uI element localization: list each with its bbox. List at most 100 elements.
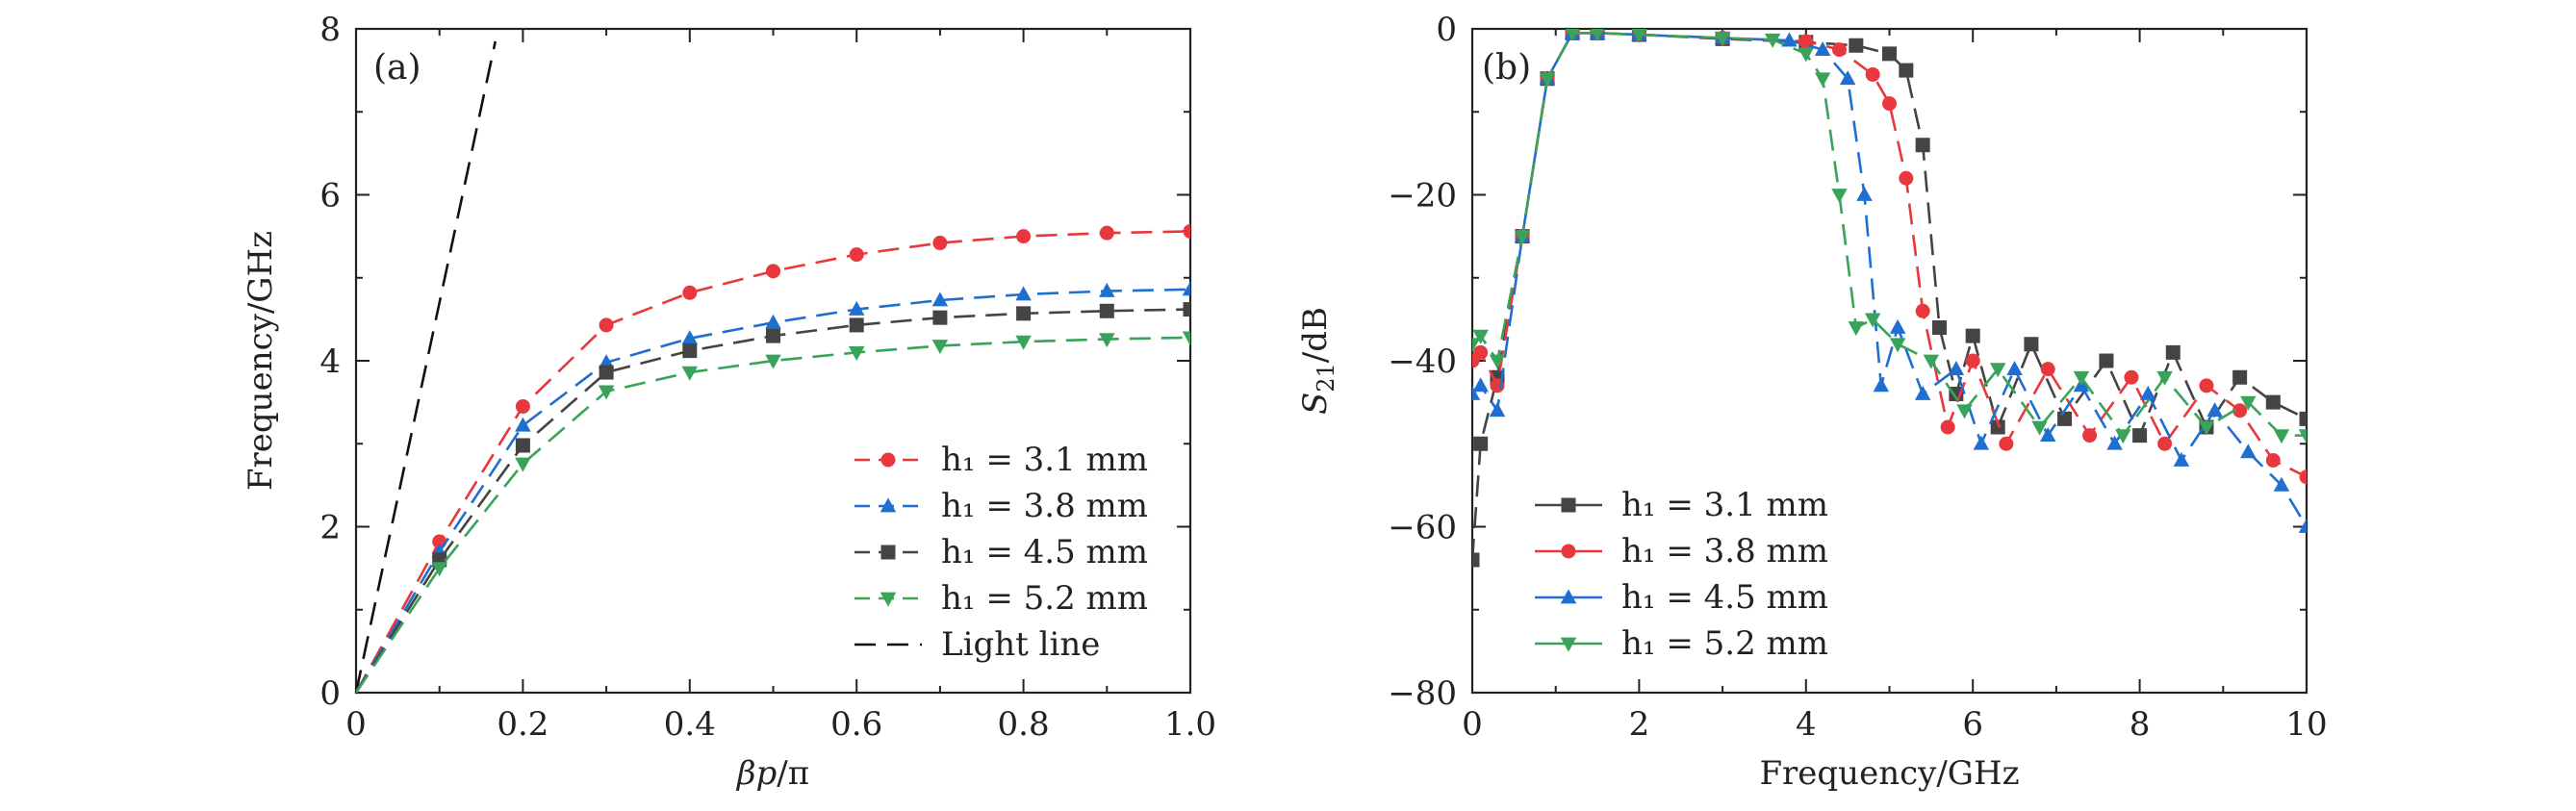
panel-a-data-point bbox=[1016, 306, 1032, 321]
panel-b-data-point bbox=[1472, 329, 1489, 344]
panel-a-y-tick-label: 8 bbox=[319, 11, 341, 49]
panel-b-data-point bbox=[2073, 370, 2090, 386]
panel-b-data-point bbox=[1472, 552, 1480, 568]
panel-b-data-point bbox=[1899, 170, 1914, 186]
panel-a-data-point bbox=[932, 310, 948, 325]
panel-a-data-point bbox=[849, 317, 864, 333]
panel-b-data-point bbox=[1990, 419, 2005, 435]
panel-b-data-point bbox=[1914, 385, 1931, 400]
panel-b-data-point bbox=[1489, 354, 1506, 369]
panel-b-y-tick-label: −40 bbox=[1388, 342, 1457, 381]
panel-b-data-point bbox=[2082, 428, 2098, 444]
panel-a-x-tick-label: 0.6 bbox=[830, 705, 882, 744]
panel-b-data-point bbox=[2265, 453, 2281, 468]
panel-a-data-point bbox=[1015, 286, 1032, 301]
panel-a-x-tick-label: 0 bbox=[345, 705, 367, 744]
panel-b-data-point bbox=[1989, 363, 2006, 378]
panel-a-legend-label: h₁ = 3.8 mm bbox=[941, 487, 1148, 525]
panel-a-y-tick-label: 2 bbox=[319, 509, 341, 547]
panel-b-data-point bbox=[1472, 377, 1489, 393]
panel-a-data-point bbox=[515, 398, 530, 414]
panel-b-data-point bbox=[1849, 38, 1864, 53]
panel-a-data-point bbox=[1099, 225, 1114, 241]
panel-b-legend-marker bbox=[1561, 497, 1576, 513]
panel-b-data-point bbox=[1814, 40, 1831, 56]
panel-a-data-point bbox=[598, 385, 615, 400]
panel-b-data-point bbox=[1539, 72, 1556, 88]
panel-b-data-point bbox=[1956, 404, 1973, 419]
panel-a-data-point bbox=[515, 438, 530, 453]
panel-a-data-point bbox=[1182, 281, 1190, 296]
panel-b-data-point bbox=[2299, 411, 2307, 426]
panel-a-data-point bbox=[681, 366, 699, 381]
panel-a-series-line bbox=[356, 336, 1190, 693]
panel-a-data-point bbox=[1015, 335, 1032, 350]
panel-a-legend-label: Light line bbox=[941, 625, 1100, 664]
panel-b-legend-label: h₁ = 4.5 mm bbox=[1621, 578, 1828, 617]
panel-b-y-tick-label: 0 bbox=[1436, 11, 1457, 49]
panel-b-data-point bbox=[1856, 186, 1873, 201]
panel-b-data-point bbox=[1882, 46, 1897, 62]
panel-a-data-point bbox=[765, 354, 781, 369]
panel-b-data-point bbox=[2273, 476, 2290, 492]
panel-b-data-point bbox=[1915, 138, 1930, 153]
panel-b-data-point bbox=[1948, 361, 1965, 375]
panel-b-data-point bbox=[2006, 361, 2023, 375]
panel-b-data-point bbox=[1932, 320, 1948, 335]
panel-b-data-point bbox=[2298, 518, 2307, 533]
panel-b-data-point bbox=[2031, 420, 2048, 436]
panel-b-y-tick-label: −80 bbox=[1388, 674, 1457, 713]
panel-b-data-point bbox=[2106, 435, 2123, 450]
panel-b-data-point bbox=[2206, 402, 2223, 418]
panel-a-legend-marker bbox=[880, 592, 897, 607]
panel-b-data-point bbox=[1472, 338, 1481, 353]
panel-b-data-point bbox=[2124, 369, 2139, 385]
panel-b-data-point bbox=[1590, 29, 1605, 41]
panel-a-y-tick-label: 4 bbox=[319, 342, 341, 381]
panel-b-data-point bbox=[2024, 337, 2039, 352]
panel-a-data-point bbox=[932, 236, 948, 251]
panel-a-data-point bbox=[931, 340, 949, 355]
panel-a-data-point bbox=[1099, 303, 1114, 318]
panel-a-data-point bbox=[515, 457, 531, 472]
panel-b-legend-label: h₁ = 3.8 mm bbox=[1621, 532, 1828, 570]
panel-a-x-tick-label: 0.4 bbox=[664, 705, 716, 744]
panel-b-x-tick-label: 6 bbox=[1962, 705, 1983, 744]
panel-b-data-point bbox=[2157, 436, 2173, 451]
panel-a-data-point bbox=[1182, 331, 1190, 346]
panel-a-legend-marker bbox=[880, 452, 896, 468]
panel-a-y-tick-label: 0 bbox=[319, 674, 341, 713]
panel-a-data-point bbox=[598, 354, 615, 369]
panel-b-data-point bbox=[2173, 451, 2190, 467]
panel-b-data-point bbox=[1489, 402, 1506, 418]
panel-a-data-point bbox=[431, 562, 447, 577]
panel-b-chart: 0 2 4 6 8 10 0 −20 −40 −60 −80 Frequency/GHz S21/dB (… bbox=[1296, 11, 2328, 793]
panel-b-data-point bbox=[1915, 303, 1930, 318]
panel-a-data-point bbox=[849, 247, 864, 263]
panel-a-legend-label: h₁ = 3.1 mm bbox=[941, 441, 1148, 479]
panel-a-label: (a) bbox=[373, 48, 421, 88]
panel-a-data-point bbox=[766, 328, 780, 343]
panel-b-data-point bbox=[1889, 318, 1906, 334]
panel-b-data-point bbox=[1999, 436, 2014, 451]
panel-b-data-point bbox=[2156, 370, 2173, 386]
panel-a-data-point bbox=[599, 317, 614, 333]
panel-a-data-point bbox=[1099, 282, 1115, 297]
panel-b-data-point bbox=[1923, 354, 1940, 369]
panel-b-x-tick-label: 2 bbox=[1629, 705, 1650, 744]
panel-b-data-point bbox=[2040, 362, 2055, 377]
panel-b-data-point bbox=[1473, 436, 1489, 451]
panel-b-y-axis-title: S21/dB bbox=[1296, 307, 1339, 415]
panel-b-data-point bbox=[1889, 338, 1906, 353]
panel-b-data-point bbox=[1831, 189, 1848, 204]
panel-a-data-point bbox=[1099, 333, 1115, 348]
panel-b-data-point bbox=[2132, 428, 2148, 444]
panel-b-data-point bbox=[2198, 420, 2215, 436]
panel-b-data-point bbox=[1781, 32, 1798, 47]
panel-b-data-point bbox=[1899, 63, 1914, 78]
panel-b-data-point bbox=[1865, 66, 1880, 82]
panel-a-data-point bbox=[515, 417, 531, 432]
panel-b-data-point bbox=[1965, 353, 1980, 368]
panel-b-data-point bbox=[1814, 72, 1831, 88]
